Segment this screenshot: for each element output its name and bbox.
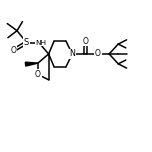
Text: O: O [35,70,41,79]
Text: O: O [95,49,101,59]
Polygon shape [25,62,38,66]
Text: O: O [83,37,89,46]
Text: O: O [11,46,17,55]
Text: NH: NH [35,40,46,46]
Text: N: N [69,49,75,59]
Text: S: S [24,38,29,47]
